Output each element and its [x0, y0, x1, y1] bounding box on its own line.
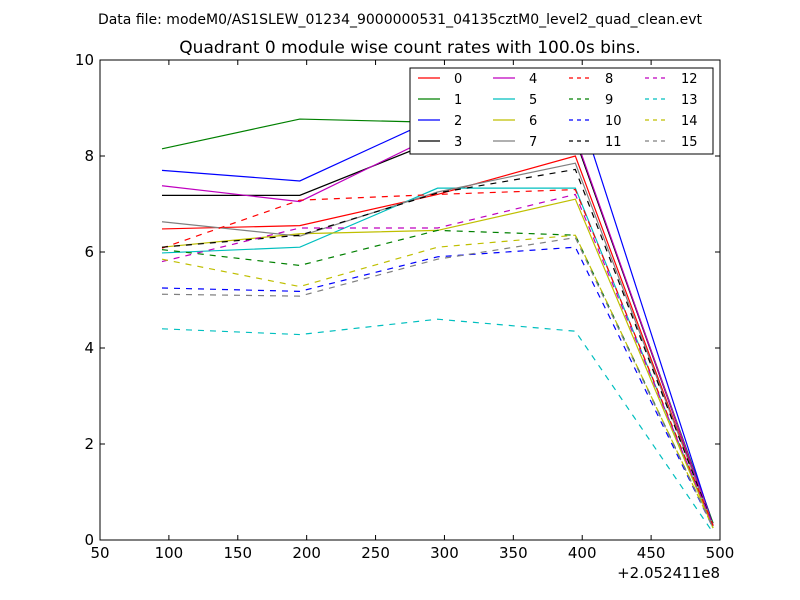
legend-label-5: 5	[529, 93, 537, 108]
series-line-10	[161, 246, 714, 529]
y-tick-label-6: 6	[84, 243, 94, 261]
x-tick-label-450: 450	[637, 544, 666, 562]
legend-label-6: 6	[529, 114, 537, 129]
series-line-0	[161, 155, 714, 526]
series-line-11	[161, 168, 714, 526]
legend-label-4: 4	[529, 72, 537, 87]
x-tick-label-100: 100	[155, 544, 184, 562]
series-line-7	[161, 162, 714, 526]
x-tick-label-350: 350	[499, 544, 528, 562]
series-line-9	[161, 229, 714, 529]
x-tick-label-50: 50	[90, 544, 109, 562]
x-tick-label-300: 300	[430, 544, 459, 562]
y-tick-label-2: 2	[84, 435, 94, 453]
legend-label-14: 14	[681, 114, 698, 129]
series-layer	[161, 97, 714, 534]
legend-label-3: 3	[454, 135, 462, 150]
legend-label-2: 2	[454, 114, 462, 129]
series-line-15	[161, 236, 714, 529]
series-line-12	[161, 193, 714, 526]
x-tick-label-250: 250	[361, 544, 390, 562]
series-line-14	[161, 234, 714, 529]
y-tick-label-4: 4	[84, 339, 94, 357]
legend-label-10: 10	[605, 114, 622, 129]
legend-label-12: 12	[681, 72, 698, 87]
y-tick-label-0: 0	[84, 531, 94, 549]
legend-label-0: 0	[454, 72, 462, 87]
legend-label-7: 7	[529, 135, 537, 150]
plot-frame	[99, 59, 721, 541]
y-tick-label-8: 8	[84, 147, 94, 165]
legend-label-13: 13	[681, 93, 698, 108]
legend-label-15: 15	[681, 135, 698, 150]
x-tick-label-400: 400	[568, 544, 597, 562]
series-line-2	[161, 97, 714, 526]
series-line-1	[161, 118, 714, 524]
series-line-13	[161, 318, 714, 534]
series-line-3	[162, 138, 714, 526]
x-tick-label-200: 200	[292, 544, 321, 562]
legend-label-9: 9	[605, 93, 613, 108]
y-tick-label-10: 10	[75, 51, 94, 69]
x-tick-label-150: 150	[223, 544, 252, 562]
legend-label-11: 11	[605, 135, 622, 150]
legend-label-1: 1	[454, 93, 462, 108]
x-tick-label-500: 500	[706, 544, 735, 562]
series-line-6	[161, 198, 714, 529]
suptitle: Data file: modeM0/AS1SLEW_01234_90000005…	[98, 12, 703, 28]
legend-frame	[409, 67, 714, 155]
chart-title: Quadrant 0 module wise count rates with …	[179, 38, 640, 58]
x-offset-label: +2.052411e8	[617, 564, 720, 582]
legend-label-8: 8	[605, 72, 613, 87]
series-line-8	[161, 188, 714, 526]
